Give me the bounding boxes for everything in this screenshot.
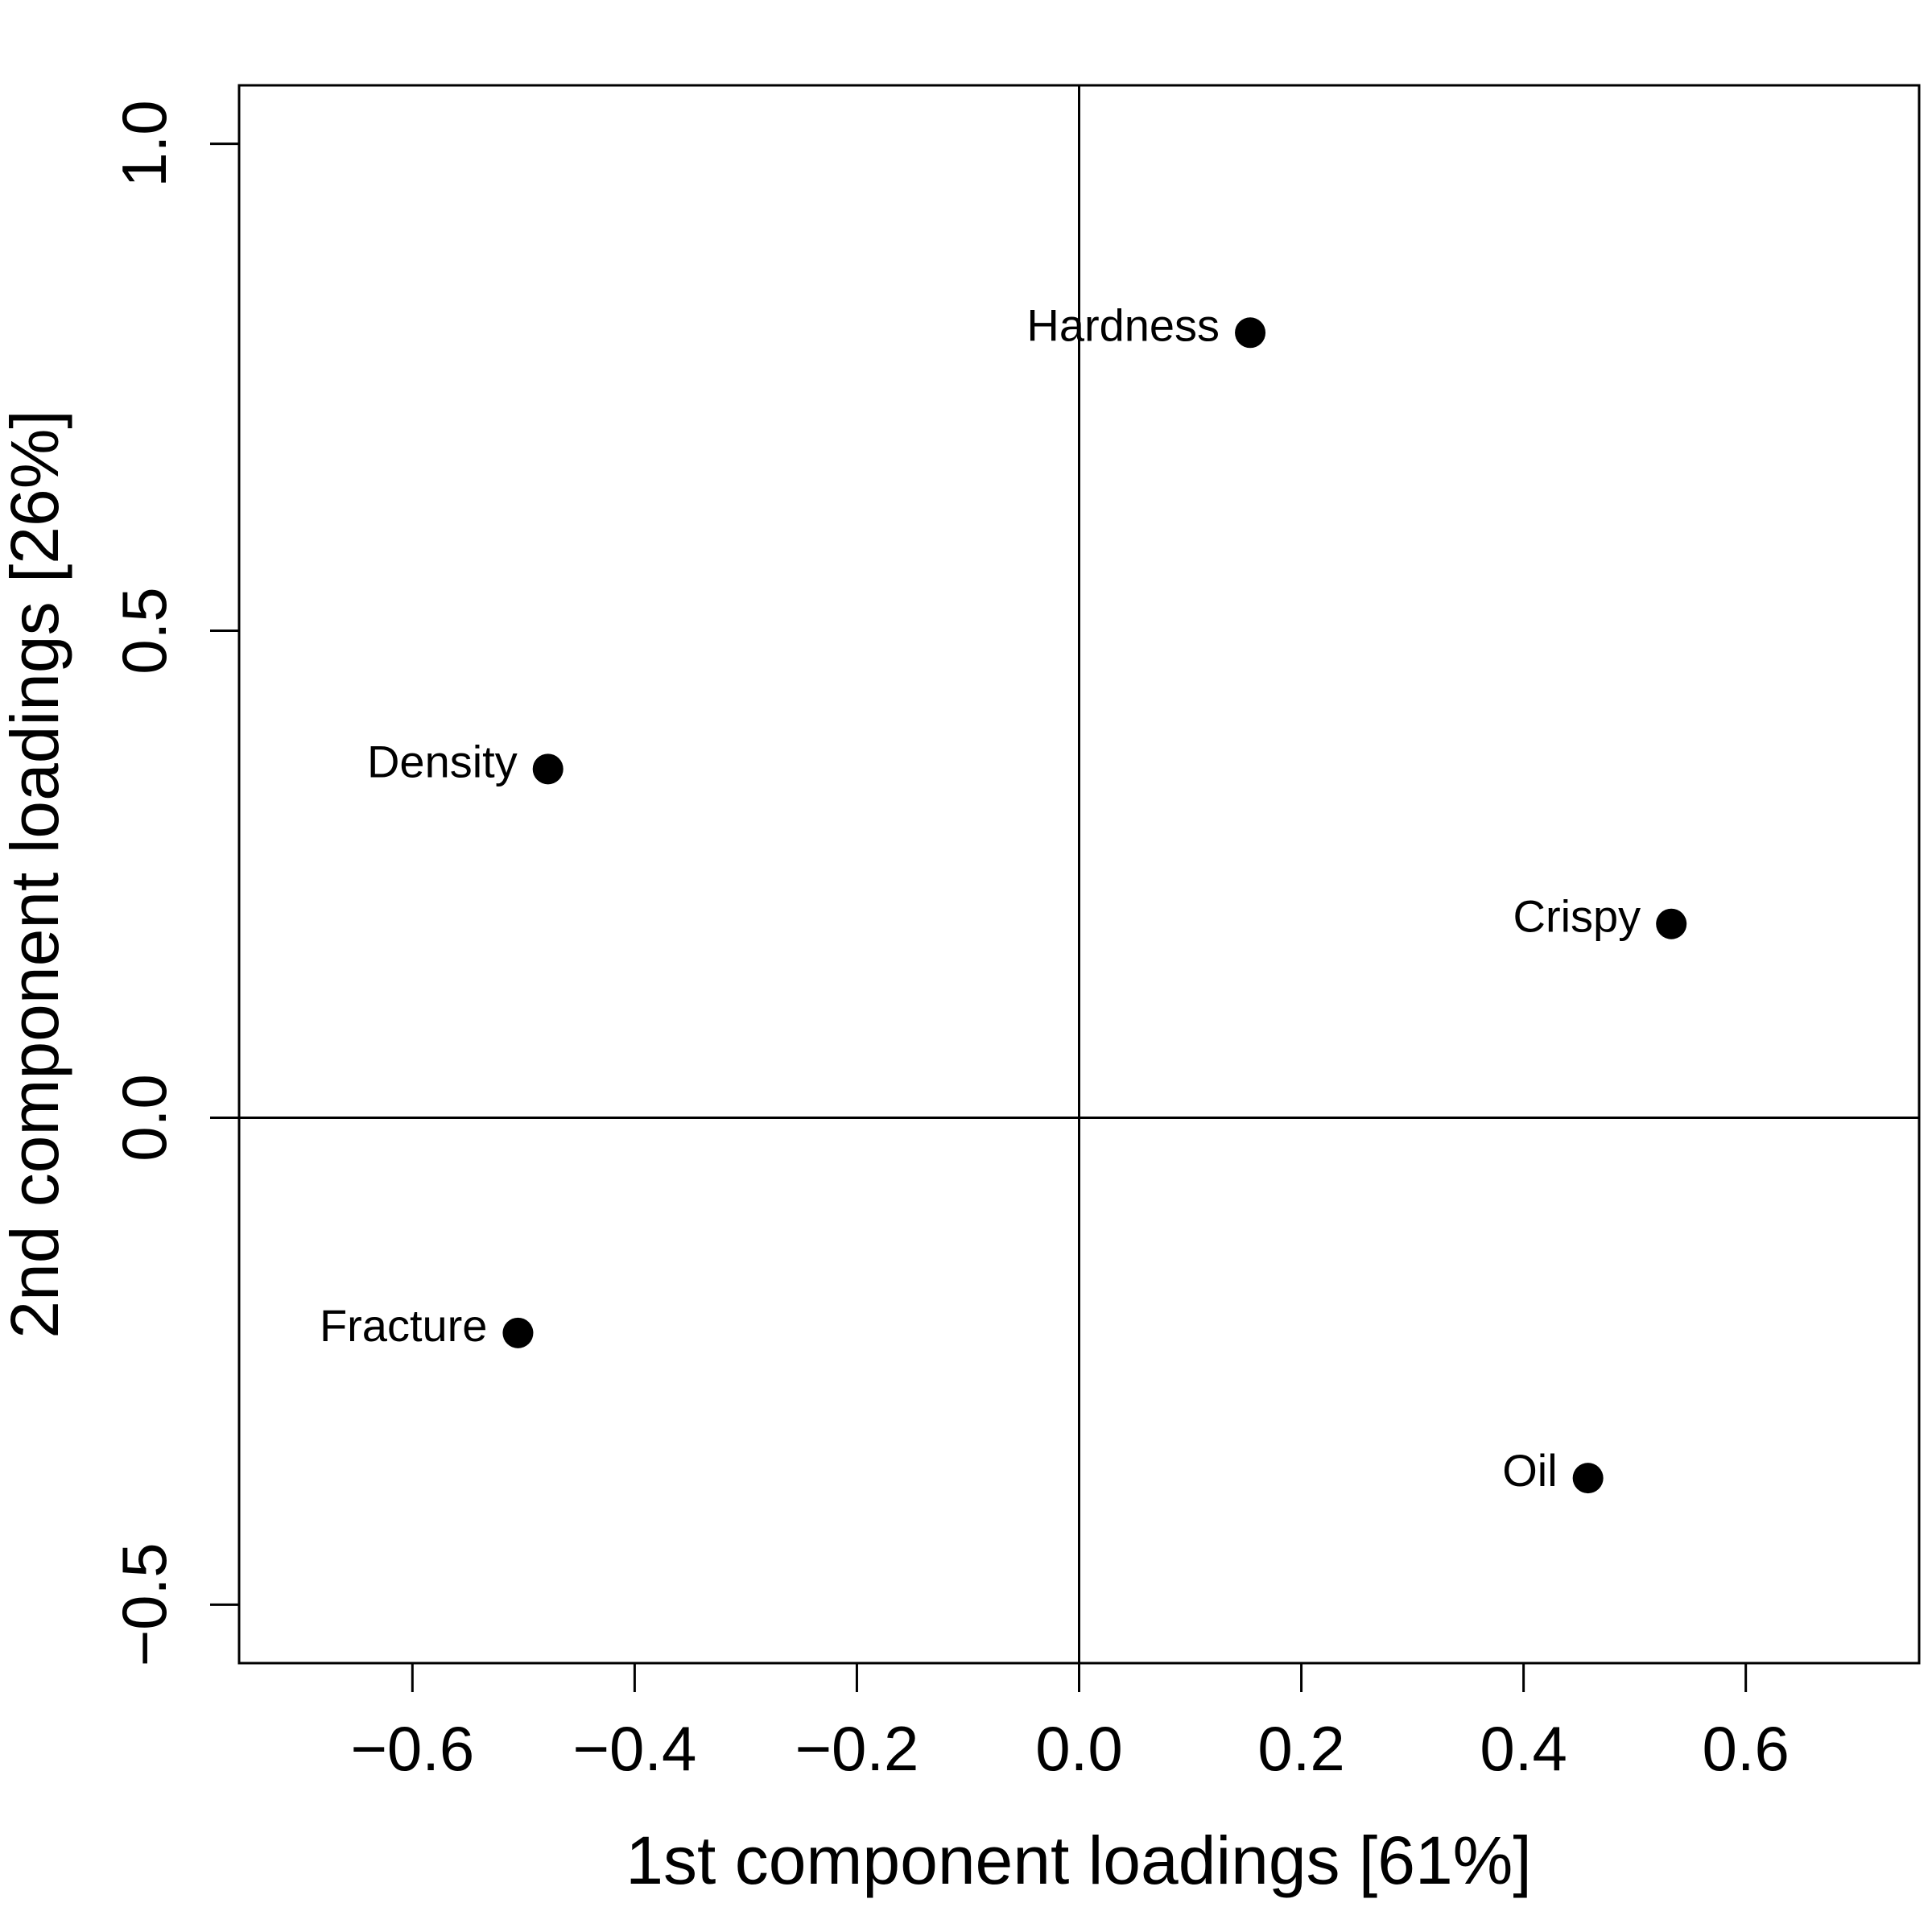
y-tick-label: −0.5 — [109, 1542, 180, 1666]
point-label: Crispy — [1513, 891, 1641, 942]
x-tick-label: −0.6 — [350, 1713, 474, 1784]
y-tick-label: 0.0 — [109, 1074, 180, 1161]
point-label: Hardness — [1026, 299, 1220, 350]
y-axis-title: 2nd component loadings [26%] — [0, 410, 72, 1338]
point-label: Oil — [1502, 1445, 1557, 1496]
data-point — [502, 1317, 534, 1348]
x-tick-label: 0.0 — [1035, 1713, 1122, 1784]
data-point — [532, 753, 564, 785]
y-axis: −0.5 0.0 0.5 1.0 — [109, 100, 241, 1666]
data-points: Hardness Density Crispy Fracture Oil — [320, 299, 1687, 1496]
x-tick-label: 0.4 — [1480, 1713, 1567, 1784]
x-tick-label: −0.2 — [795, 1713, 919, 1784]
data-point — [1572, 1463, 1604, 1494]
point-label: Fracture — [320, 1300, 488, 1351]
data-point — [1656, 908, 1687, 939]
data-point — [1235, 317, 1266, 349]
x-axis-title: 1st component loadings [61%] — [625, 1823, 1531, 1898]
point-label: Density — [367, 736, 518, 786]
x-tick-label: 0.2 — [1257, 1713, 1344, 1784]
reference-lines — [239, 85, 1919, 1663]
x-axis: −0.6 −0.4 −0.2 0.0 0.2 0.4 0.6 — [350, 1662, 1790, 1784]
y-tick-label: 1.0 — [109, 100, 180, 187]
x-tick-label: −0.4 — [572, 1713, 696, 1784]
x-tick-label: 0.6 — [1702, 1713, 1789, 1784]
y-tick-label: 0.5 — [109, 587, 180, 674]
